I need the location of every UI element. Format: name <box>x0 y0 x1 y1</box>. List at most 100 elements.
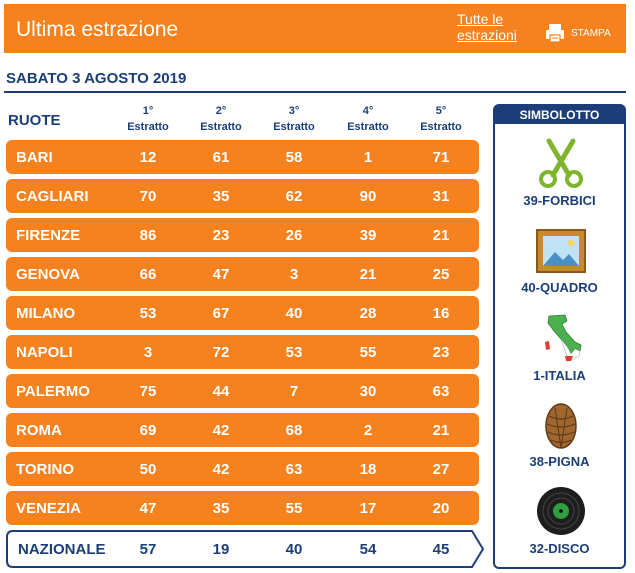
estratto-value: 2 <box>363 422 373 439</box>
picture-frame-icon <box>536 229 586 273</box>
print-label: STAMPA <box>571 28 611 39</box>
estratto-value: 54 <box>359 541 377 558</box>
estratto-value: 40 <box>285 541 303 558</box>
simbolo-label: 39-FORBICI <box>523 193 596 208</box>
estratto-value: 66 <box>139 266 157 283</box>
table-row: ROMA 69 42 68 2 21 <box>6 413 479 447</box>
scissors-icon <box>539 138 583 188</box>
estratto-value: 25 <box>432 266 450 283</box>
simbolotto-title: SIMBOLOTTO <box>495 106 624 124</box>
column-header-2: 2° Estratto <box>200 105 242 133</box>
estratto-value: 7 <box>289 383 299 400</box>
table-row: PALERMO 75 44 7 30 63 <box>6 374 479 408</box>
estratto-value: 26 <box>285 227 303 244</box>
estratto-value: 23 <box>432 344 450 361</box>
nazionale-row: NAZIONALE 57 19 40 54 45 <box>6 530 484 568</box>
estratto-value: 42 <box>212 461 230 478</box>
estratto-value: 71 <box>432 149 450 166</box>
estratto-value: 12 <box>139 149 157 166</box>
estratto-value: 62 <box>285 188 303 205</box>
estratto-value: 63 <box>432 383 450 400</box>
table-row: CAGLIARI 70 35 62 90 31 <box>6 179 479 213</box>
estratto-value: 35 <box>212 500 230 517</box>
estratto-value: 40 <box>285 305 303 322</box>
estratto-value: 75 <box>139 383 157 400</box>
column-header-3: 3° Estratto <box>273 105 315 133</box>
estratto-value: 18 <box>359 461 377 478</box>
estratto-value: 53 <box>285 344 303 361</box>
estratto-value: 68 <box>285 422 303 439</box>
table-row: NAPOLI 3 72 53 55 23 <box>6 335 479 369</box>
table-row: BARI 12 61 58 1 71 <box>6 140 479 174</box>
ruote-heading: RUOTE <box>8 112 61 129</box>
estratto-value: 35 <box>212 188 230 205</box>
ruota-name: BARI <box>16 149 53 166</box>
ruota-name: CAGLIARI <box>16 188 89 205</box>
column-header-4: 4° Estratto <box>347 105 389 133</box>
ruota-name: MILANO <box>16 305 76 322</box>
table-row: FIRENZE 86 23 26 39 21 <box>6 218 479 252</box>
estratto-value: 19 <box>212 541 230 558</box>
simbolo-label: 32-DISCO <box>529 541 590 556</box>
printer-icon <box>546 24 564 43</box>
estratto-value: 3 <box>289 266 299 283</box>
estratto-value: 47 <box>212 266 230 283</box>
estratto-value: 61 <box>212 149 230 166</box>
nazionale-arrow-frame <box>6 530 484 568</box>
all-draws-link-line1: Tutte le <box>457 11 504 27</box>
simbolotto-panel: SIMBOLOTTO 39-FORBICI 40-QUADRO 1-ITALIA <box>493 104 626 569</box>
estratto-value: 20 <box>432 500 450 517</box>
simbolo-label: 1-ITALIA <box>533 368 586 383</box>
estratto-value: 57 <box>139 541 157 558</box>
table-row: GENOVA 66 47 3 21 25 <box>6 257 479 291</box>
estratto-value: 27 <box>432 461 450 478</box>
ruota-name: PALERMO <box>16 383 90 400</box>
vinyl-record-icon <box>537 487 585 535</box>
estratto-value: 55 <box>285 500 303 517</box>
ruota-name: GENOVA <box>16 266 80 283</box>
ruota-name: NAZIONALE <box>18 541 106 558</box>
ruota-name: VENEZIA <box>16 500 82 517</box>
draw-date: SABATO 3 AGOSTO 2019 <box>6 70 187 87</box>
column-header-1: 1° Estratto <box>127 105 169 133</box>
estratto-value: 86 <box>139 227 157 244</box>
estratto-value: 63 <box>285 461 303 478</box>
estratto-value: 3 <box>143 344 153 361</box>
estratto-value: 47 <box>139 500 157 517</box>
estratto-value: 44 <box>212 383 230 400</box>
simbolo-label: 38-PIGNA <box>529 454 590 469</box>
ruota-name: ROMA <box>16 422 62 439</box>
estratto-value: 69 <box>139 422 157 439</box>
estratto-value: 39 <box>359 227 377 244</box>
estratto-value: 1 <box>363 149 373 166</box>
estratto-value: 50 <box>139 461 157 478</box>
page-title: Ultima estrazione <box>16 18 179 41</box>
estratto-value: 90 <box>359 188 377 205</box>
estratto-value: 58 <box>285 149 303 166</box>
ruota-name: TORINO <box>16 461 75 478</box>
pinecone-icon <box>545 403 577 449</box>
estratto-value: 30 <box>359 383 377 400</box>
estratto-value: 72 <box>212 344 230 361</box>
estratto-value: 42 <box>212 422 230 439</box>
estratto-value: 23 <box>212 227 230 244</box>
all-draws-link-line2: estrazioni <box>457 27 517 43</box>
all-draws-link[interactable]: Tutte le estrazioni <box>457 11 517 43</box>
estratto-value: 70 <box>139 188 157 205</box>
estratto-value: 21 <box>432 227 450 244</box>
estratto-value: 21 <box>432 422 450 439</box>
table-row: MILANO 53 67 40 28 16 <box>6 296 479 330</box>
estratto-value: 21 <box>359 266 377 283</box>
estratto-value: 17 <box>359 500 377 517</box>
table-row: VENEZIA 47 35 55 17 20 <box>6 491 479 525</box>
ruota-name: FIRENZE <box>16 227 81 244</box>
estratto-value: 16 <box>432 305 450 322</box>
ruota-name: NAPOLI <box>16 344 73 361</box>
estratto-value: 31 <box>432 188 450 205</box>
table-row: TORINO 50 42 63 18 27 <box>6 452 479 486</box>
column-header-5: 5° Estratto <box>420 105 462 133</box>
header-bar: Ultima estrazione Tutte le estrazioni ST… <box>4 4 626 53</box>
estratto-value: 28 <box>359 305 377 322</box>
date-divider <box>4 91 626 93</box>
estratto-value: 67 <box>212 305 230 322</box>
